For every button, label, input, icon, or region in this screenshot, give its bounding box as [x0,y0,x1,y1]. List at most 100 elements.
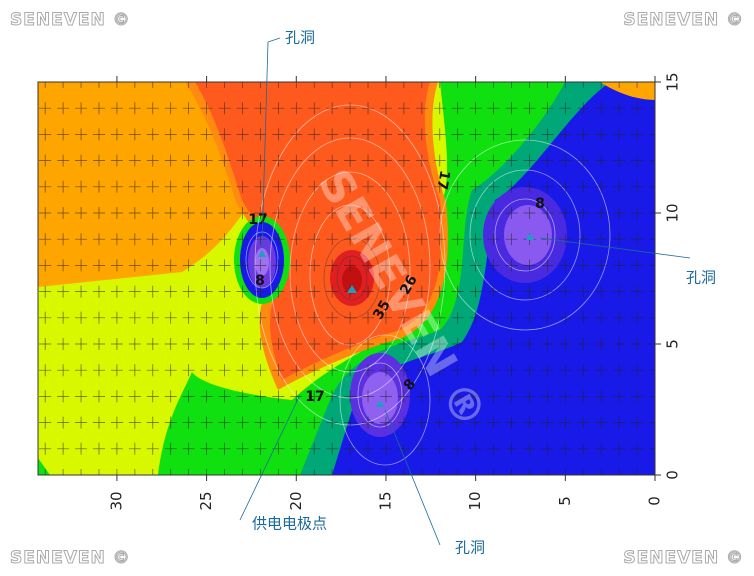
grid-cross [92,469,105,475]
grid-cross [397,469,410,475]
grid-cross [451,233,464,246]
grid-cross [631,233,644,246]
grid-cross [469,102,482,115]
grid-cross [613,82,626,88]
grid-cross [110,82,123,88]
grid-cross [505,285,518,298]
grid-cross [541,469,554,475]
grid-cross [362,82,375,88]
grid-cross [451,82,464,88]
grid-cross [577,207,590,219]
grid-cross [379,364,392,377]
grid-cross [308,128,321,141]
grid-cross [308,180,321,193]
grid-cross [182,285,195,298]
grid-cross [595,154,608,167]
grid-cross [290,207,303,219]
grid-cross [505,364,518,377]
grid-cross [541,364,554,377]
grid-cross [182,207,195,219]
grid-cross [595,207,608,219]
grid-cross [541,102,554,115]
grid-cross [559,311,572,324]
grid-cross [595,180,608,193]
grid-cross [559,442,572,455]
grid-cross [92,390,105,403]
grid-cross [326,233,339,246]
grid-cross [75,442,88,455]
grid-cross [487,338,500,350]
grid-cross [57,102,70,115]
grid-cross [433,338,446,350]
grid-cross [164,180,177,193]
grid-cross [272,102,285,115]
annotation: 孔洞 [285,29,315,47]
grid-cross [92,180,105,193]
grid-cross [326,259,339,272]
grid-cross [559,154,572,167]
grid-cross [39,390,52,403]
grid-cross [326,442,339,455]
grid-cross [541,128,554,141]
grid-cross [487,102,500,115]
contour-field: SENEVEN ® [38,82,655,475]
grid-cross [254,469,267,475]
grid-cross [649,259,655,272]
grid-cross [290,390,303,403]
grid-cross [200,469,213,475]
grid-cross [379,102,392,115]
grid-cross [433,82,446,88]
grid-cross [649,442,655,455]
grid-cross [254,390,267,403]
x-tick-label: 0 [646,496,664,506]
grid-cross [182,259,195,272]
grid-cross [110,102,123,115]
grid-cross [39,442,52,455]
grid-cross [362,311,375,324]
grid-cross [326,469,339,475]
grid-cross [164,338,177,350]
grid-cross [505,102,518,115]
grid-cross [541,207,554,219]
y-tick-label: 0 [664,470,682,480]
grid-cross [433,180,446,193]
grid-cross [146,259,159,272]
grid-cross [110,285,123,298]
grid-cross [344,154,357,167]
grid-cross [451,416,464,429]
grid-cross [469,128,482,141]
grid-cross [362,364,375,377]
grid-cross [613,416,626,429]
grid-cross [523,102,536,115]
grid-cross [451,285,464,298]
grid-cross [451,154,464,167]
grid-cross [128,82,141,88]
grid-cross [92,442,105,455]
grid-cross [469,154,482,167]
grid-cross [577,469,590,475]
x-tick-label: 25 [197,491,215,510]
grid-cross [397,259,410,272]
grid-cross [146,180,159,193]
grid-cross [595,259,608,272]
grid-cross [110,442,123,455]
grid-cross [236,233,249,246]
grid-cross [164,311,177,324]
grid-cross [39,416,52,429]
grid-cross [415,102,428,115]
grid-cross [613,154,626,167]
grid-cross [613,469,626,475]
grid-cross [218,442,231,455]
grid-cross [595,311,608,324]
grid-cross [57,82,70,88]
grid-cross [200,416,213,429]
grid-cross [92,364,105,377]
grid-cross [218,102,231,115]
grid-cross [39,207,52,219]
grid-cross [505,442,518,455]
grid-cross [236,102,249,115]
grid-cross [57,285,70,298]
grid-cross [362,285,375,298]
grid-cross [236,416,249,429]
grid-cross [272,128,285,141]
